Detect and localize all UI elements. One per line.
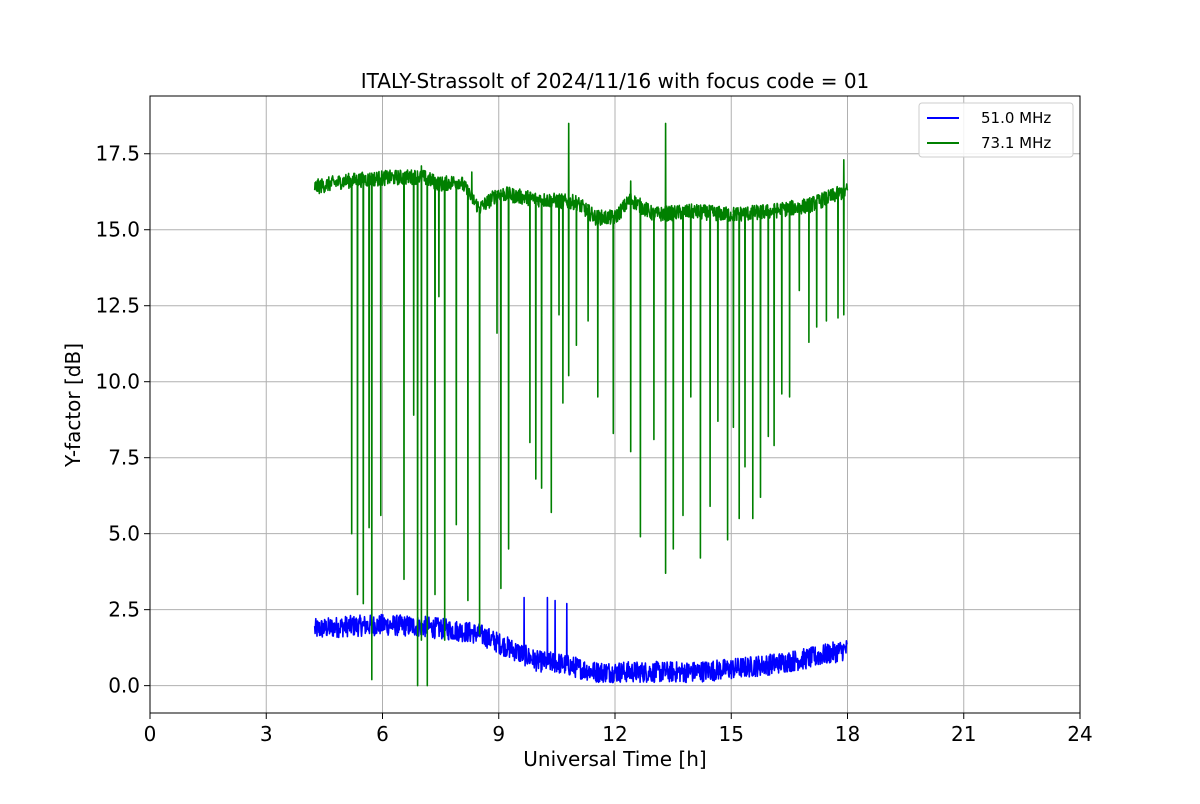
x-tick-label: 15 (719, 722, 744, 746)
x-tick-label: 0 (144, 722, 157, 746)
x-tick-label: 21 (951, 722, 976, 746)
y-tick-label: 2.5 (108, 598, 140, 622)
y-axis-label: Y-factor [dB] (61, 343, 85, 468)
series-line-73-1-mhz (313, 122, 849, 687)
legend: 51.0 MHz 73.1 MHz (918, 102, 1074, 158)
x-tick-label: 9 (492, 722, 505, 746)
x-tick-label: 18 (835, 722, 860, 746)
x-axis: 0 3 6 9 12 15 18 21 24 (144, 713, 1093, 746)
series-line-51-0-mhz (313, 596, 848, 684)
x-tick-label: 3 (260, 722, 273, 746)
legend-label: 73.1 MHz (981, 134, 1051, 152)
y-tick-label: 10.0 (95, 370, 140, 394)
y-tick-label: 5.0 (108, 522, 140, 546)
legend-label: 51.0 MHz (981, 109, 1051, 127)
y-tick-label: 7.5 (108, 446, 140, 470)
x-tick-label: 12 (602, 722, 627, 746)
chart-title: ITALY-Strassolt of 2024/11/16 with focus… (361, 69, 870, 93)
series-layer (313, 122, 849, 687)
y-tick-label: 15.0 (95, 218, 140, 242)
x-axis-label: Universal Time [h] (523, 747, 706, 771)
y-tick-label: 17.5 (95, 142, 140, 166)
y-tick-label: 12.5 (95, 294, 140, 318)
x-tick-label: 24 (1067, 722, 1092, 746)
x-tick-label: 6 (376, 722, 389, 746)
y-axis: 0.0 2.5 5.0 7.5 10.0 12.5 15.0 17.5 (95, 142, 150, 698)
y-tick-label: 0.0 (108, 674, 140, 698)
